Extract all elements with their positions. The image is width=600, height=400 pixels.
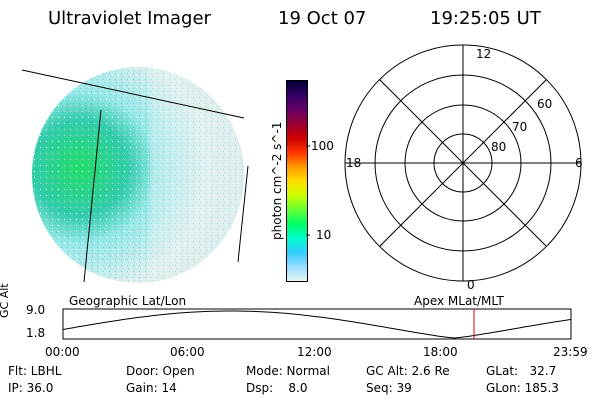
info-mode: Mode: Normal [246, 364, 330, 378]
lat-70-label: 70 [512, 120, 528, 134]
lon-line-east [237, 165, 249, 263]
x-tick-0600: 06:00 [170, 345, 205, 359]
right-panel-caption: Apex MLat/MLT [414, 294, 504, 308]
lon-line [83, 109, 102, 283]
info-dsp: Dsp: 8.0 [246, 381, 308, 395]
lat-60-label: 60 [537, 97, 553, 111]
info-glon: GLon: 185.3 [486, 381, 559, 395]
mlt-12-label: 12 [476, 47, 492, 61]
info-door: Door: Open [126, 364, 195, 378]
time-label: 19:25:05 UT [430, 8, 541, 29]
altitude-curve [62, 310, 572, 339]
info-ip: IP: 36.0 [8, 381, 54, 395]
info-seq: Seq: 39 [366, 381, 412, 395]
x-tick-1800: 18:00 [423, 345, 458, 359]
instrument-title: Ultraviolet Imager [48, 8, 211, 29]
mlt-0-label: 0 [467, 278, 475, 292]
mlt-6-label: 6 [575, 156, 583, 170]
mlt-18-label: 18 [346, 156, 362, 170]
lat-line [21, 69, 245, 119]
info-gc-alt: GC Alt: 2.6 Re [366, 364, 450, 378]
colorbar-label: photon cm^-2 s^-1 [270, 121, 284, 240]
x-tick-1200: 12:00 [297, 345, 332, 359]
info-gain: Gain: 14 [126, 381, 177, 395]
x-tick-0000: 00:00 [45, 345, 80, 359]
y-tick-1-8: 1.8 [26, 326, 46, 340]
info-glat: GLat: 32.7 [486, 364, 557, 378]
date-label: 19 Oct 07 [278, 8, 367, 29]
left-panel-caption: Geographic Lat/Lon [69, 294, 187, 308]
lat-80-label: 80 [491, 140, 507, 154]
polar-grid [344, 44, 582, 282]
colorbar [286, 80, 308, 282]
altitude-timeline [62, 308, 572, 340]
colorbar-tick-100: 100 [311, 139, 334, 153]
colorbar-tick-10: 10 [316, 228, 332, 242]
x-tick-2359: 23:59 [553, 345, 588, 359]
info-flt: Flt: LBHL [8, 364, 62, 378]
colorbar-ticks [306, 145, 310, 236]
timeline-axis-label: GC Alt [0, 283, 11, 318]
y-tick-9: 9.0 [26, 303, 46, 317]
